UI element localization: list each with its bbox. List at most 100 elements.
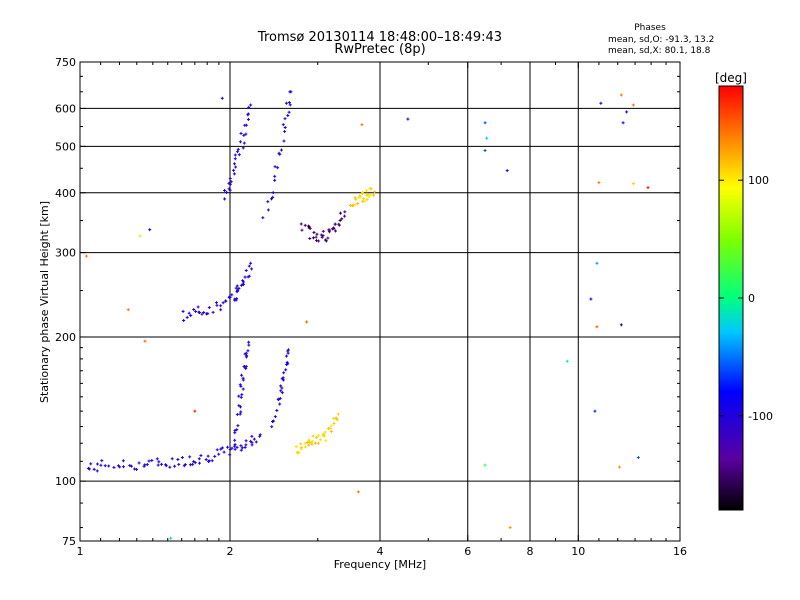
trace-point [250, 267, 254, 271]
colorbar-tick-label: 0 [748, 292, 755, 305]
trace-point [315, 435, 319, 439]
trace-point [236, 289, 240, 293]
trace-point [237, 153, 241, 157]
trace-point [196, 305, 200, 309]
trace-point [235, 412, 239, 416]
trace-point [193, 461, 197, 465]
trace-point [365, 193, 369, 197]
trace-point [277, 151, 281, 155]
trace-point [223, 197, 227, 201]
trace-point [206, 454, 210, 458]
trace-point [234, 165, 238, 169]
trace-point [233, 153, 237, 157]
axis-ticks: 1 2 4 6 8 10 16 75 100 200 300 400 500 600 750 [55, 56, 687, 558]
trace-point [273, 165, 277, 169]
y-tick-label: 600 [55, 102, 76, 115]
trace-point [312, 230, 316, 234]
trace-point [332, 417, 336, 421]
trace-point [310, 442, 314, 446]
trace-point [181, 309, 185, 313]
trace-point [233, 438, 237, 442]
trace-point [299, 222, 303, 226]
scatter-point [148, 228, 152, 232]
trace-point [278, 396, 282, 400]
scatter-point [646, 186, 650, 190]
scatter-point [508, 526, 512, 530]
trace-point [95, 462, 99, 466]
trace-point [228, 182, 232, 186]
trace-point [323, 430, 327, 434]
trace-point [286, 114, 290, 118]
trace-point [233, 429, 237, 433]
trace-point [338, 211, 342, 215]
trace-point [239, 444, 243, 448]
trace-point [247, 340, 251, 344]
trace-point [188, 455, 192, 459]
trace-point [322, 432, 326, 436]
trace-point [220, 446, 224, 450]
trace-point [237, 404, 241, 408]
scatter-point [631, 103, 635, 107]
trace-point [244, 367, 248, 371]
scatter-point [636, 456, 640, 460]
x-tick-label: 1 [77, 545, 84, 558]
trace-point [228, 176, 232, 180]
trace-point [287, 110, 291, 114]
trace-point [229, 180, 233, 184]
trace-point [237, 394, 241, 398]
trace-point [233, 157, 237, 161]
scatter-point [483, 121, 487, 125]
trace-point [213, 454, 217, 458]
colorbar-tick-label: -100 [748, 410, 773, 423]
trace-point [135, 467, 139, 471]
trace-point [361, 197, 365, 201]
trace-point [142, 464, 146, 468]
trace-point [283, 125, 287, 129]
trace-point [87, 467, 91, 471]
trace-point [299, 442, 303, 446]
scatter-point [84, 254, 88, 258]
trace-point [303, 441, 307, 445]
trace-point [348, 203, 352, 207]
y-axis-label: Stationary phase Virtual Height [km] [38, 201, 51, 403]
scatter-point [169, 536, 173, 540]
x-tick-label: 10 [571, 545, 585, 558]
colorbar-tick-label: 100 [748, 174, 769, 187]
trace-point [221, 301, 225, 305]
trace-point [273, 174, 277, 178]
trace-point [244, 269, 248, 273]
trace-point [287, 100, 291, 104]
trace-point [128, 463, 132, 467]
scatter-point [619, 93, 623, 97]
trace-point [246, 113, 250, 117]
trace-point [330, 227, 334, 231]
trace-point [286, 351, 290, 355]
trace-point [191, 462, 195, 466]
trace-point [187, 311, 191, 315]
trace-point [224, 299, 228, 303]
trace-point [242, 365, 246, 369]
trace-point [284, 368, 288, 372]
trace-point [89, 462, 93, 466]
trace-point [239, 384, 243, 388]
trace-point [239, 283, 243, 287]
trace-point [286, 348, 290, 352]
trace-point [244, 351, 248, 355]
trace-point [189, 314, 193, 318]
scatter-point [138, 234, 142, 238]
trace-point [280, 391, 284, 395]
trace-point [241, 279, 245, 283]
trace-point [243, 275, 247, 279]
trace-point [150, 458, 154, 462]
trace-point [250, 434, 254, 438]
trace-point [246, 349, 250, 353]
scatter-point [625, 110, 629, 114]
trace-point [365, 197, 369, 201]
trace-point [319, 233, 323, 237]
scatter-point [595, 325, 599, 329]
trace-point [308, 226, 312, 230]
trace-point [258, 434, 262, 438]
trace-point [170, 457, 174, 461]
trace-point [285, 354, 289, 358]
scatter-point [126, 308, 130, 312]
